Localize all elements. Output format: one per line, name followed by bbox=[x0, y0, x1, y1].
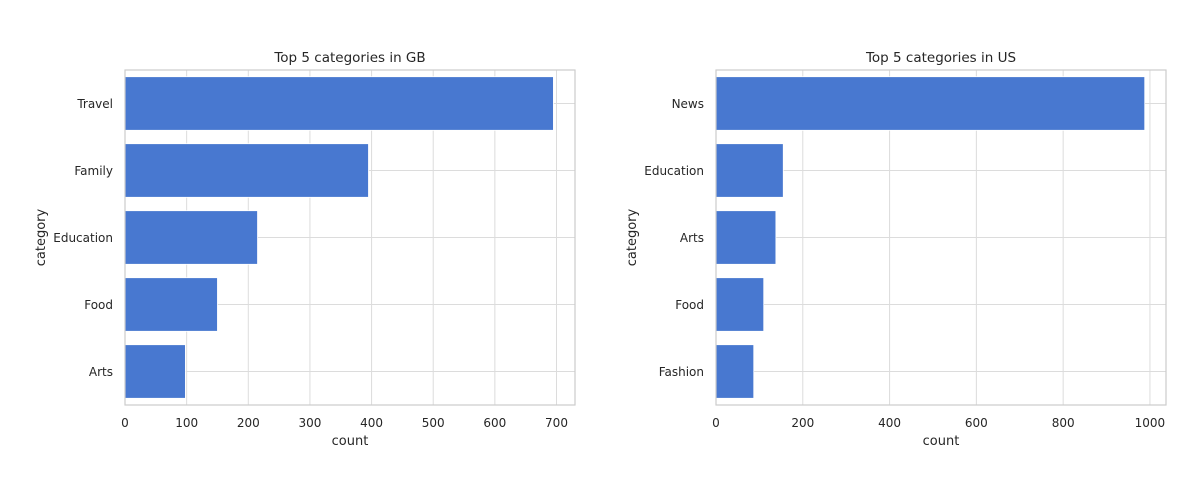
us-bar-food bbox=[715, 277, 765, 332]
us-bar-arts bbox=[715, 210, 777, 265]
us-chart: News Education Arts Food Fashion 0 200 400 600 80… bbox=[625, 50, 1167, 449]
us-xtick-label-3: 600 bbox=[965, 416, 988, 430]
us-y-axis-label: category bbox=[625, 208, 640, 266]
us-ytick-label-4: Fashion bbox=[659, 365, 704, 379]
gb-chart: Travel Family Education Food Arts 0 100 200 300 4… bbox=[34, 50, 576, 449]
gb-ytick-label-1: Family bbox=[74, 164, 113, 178]
us-xtick-label-5: 1000 bbox=[1135, 416, 1166, 430]
gb-bar-family bbox=[124, 143, 369, 198]
us-ytick-label-2: Arts bbox=[680, 231, 704, 245]
gb-xtick-label-0: 0 bbox=[121, 416, 129, 430]
gb-bar-arts bbox=[124, 344, 186, 399]
gb-bar-education bbox=[124, 210, 258, 265]
gb-chart-title: Top 5 categories in GB bbox=[273, 50, 425, 66]
us-xtick-label-2: 400 bbox=[878, 416, 901, 430]
gb-ytick-label-0: Travel bbox=[76, 97, 113, 111]
us-x-axis-label: count bbox=[923, 434, 960, 449]
us-chart-title: Top 5 categories in US bbox=[865, 50, 1016, 66]
gb-xtick-label-4: 400 bbox=[360, 416, 383, 430]
gb-xtick-label-5: 500 bbox=[422, 416, 445, 430]
us-ytick-label-3: Food bbox=[675, 298, 704, 312]
gb-xtick-label-6: 600 bbox=[483, 416, 506, 430]
us-bar-fashion bbox=[715, 344, 755, 399]
gb-xtick-label-2: 200 bbox=[237, 416, 260, 430]
us-bar-education bbox=[715, 143, 784, 198]
us-xtick-label-4: 800 bbox=[1052, 416, 1075, 430]
us-xtick-label-0: 0 bbox=[712, 416, 720, 430]
gb-xtick-label-3: 300 bbox=[298, 416, 321, 430]
us-plot-frame bbox=[715, 69, 1167, 406]
us-bar-news bbox=[715, 76, 1146, 131]
gb-xtick-label-7: 700 bbox=[545, 416, 568, 430]
gb-y-axis-label: category bbox=[34, 208, 49, 266]
gb-x-axis-label: count bbox=[332, 434, 369, 449]
gb-plot-frame bbox=[124, 69, 576, 406]
gb-xtick-label-1: 100 bbox=[175, 416, 198, 430]
gb-bar-travel bbox=[124, 76, 554, 131]
us-xtick-label-1: 200 bbox=[791, 416, 814, 430]
us-ytick-label-1: Education bbox=[644, 164, 704, 178]
gb-ytick-label-2: Education bbox=[53, 231, 113, 245]
gb-ytick-label-4: Arts bbox=[89, 365, 113, 379]
us-ytick-label-0: News bbox=[672, 97, 704, 111]
gb-bar-food bbox=[124, 277, 218, 332]
gb-ytick-label-3: Food bbox=[84, 298, 113, 312]
